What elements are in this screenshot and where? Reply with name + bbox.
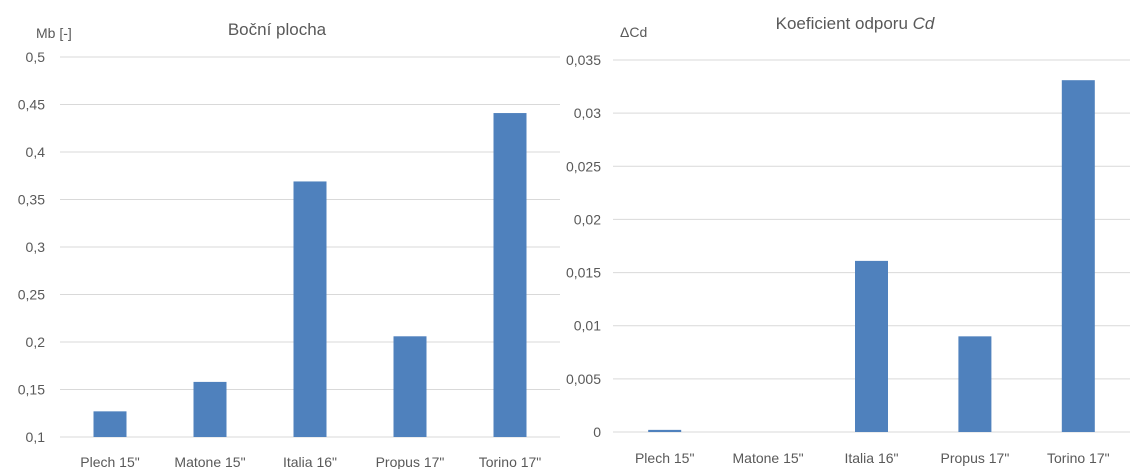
- bocni-plocha-category-label: Matone 15": [174, 454, 245, 469]
- bocni-plocha-title: Boční plocha: [228, 20, 327, 39]
- bocni-plocha-category-label: Torino 17": [479, 454, 542, 469]
- bocni-plocha-category-label: Propus 17": [376, 454, 445, 469]
- chart-koeficient-odporu-svg: 0 0,005 0,01 0,015 0,02 0,025 0,03 0,035 Plech 1…: [566, 0, 1132, 469]
- chart-bocni-plocha-svg: 0,1 0,15 0,2 0,25 0,3 0,35 0,4 0,45 0,5 Plech 15"…: [0, 0, 566, 469]
- bocni-plocha-bar: [494, 113, 527, 437]
- koeficient-odporu-category-label: Matone 15": [733, 450, 804, 466]
- koeficient-odporu-y-tick-label: 0,035: [566, 52, 601, 68]
- koeficient-odporu-bar: [648, 430, 681, 432]
- chart-koeficient-odporu: 0 0,005 0,01 0,015 0,02 0,025 0,03 0,035 Plech 1…: [566, 0, 1132, 469]
- bocni-plocha-y-tick-label: 0,35: [18, 192, 45, 208]
- koeficient-odporu-y-tick-label: 0,025: [566, 158, 601, 174]
- bocni-plocha-y-tick-label: 0,25: [18, 287, 45, 303]
- koeficient-odporu-y-tick-label: 0: [593, 424, 601, 440]
- koeficient-odporu-y-axis-label: ΔCd: [620, 24, 647, 40]
- bocni-plocha-category-label: Italia 16": [283, 454, 337, 469]
- koeficient-odporu-y-tick-label: 0,015: [566, 265, 601, 281]
- bocni-plocha-category-label: Plech 15": [80, 454, 139, 469]
- bocni-plocha-bar: [94, 411, 127, 437]
- koeficient-odporu-y-tick-label: 0,005: [566, 371, 601, 387]
- koeficient-odporu-category-label: Italia 16": [844, 450, 898, 466]
- bocni-plocha-y-axis-label: Mb [-]: [36, 25, 72, 41]
- bocni-plocha-y-tick-label: 0,15: [18, 382, 45, 398]
- bocni-plocha-y-tick-label: 0,45: [18, 97, 45, 113]
- chart-bocni-plocha: 0,1 0,15 0,2 0,25 0,3 0,35 0,4 0,45 0,5 Plech 15"…: [0, 0, 566, 469]
- bocni-plocha-y-tick-label: 0,1: [26, 429, 46, 445]
- bocni-plocha-y-tick-label: 0,5: [26, 49, 46, 65]
- koeficient-odporu-y-tick-label: 0,03: [574, 105, 601, 121]
- koeficient-odporu-category-label: Torino 17": [1047, 450, 1110, 466]
- bocni-plocha-bar: [194, 382, 227, 437]
- koeficient-odporu-title: Koeficient odporu Cd: [776, 14, 935, 33]
- koeficient-odporu-y-tick-label: 0,01: [574, 318, 601, 334]
- bocni-plocha-y-tick-label: 0,2: [26, 334, 46, 350]
- bocni-plocha-bar: [394, 336, 427, 437]
- koeficient-odporu-category-label: Plech 15": [635, 450, 694, 466]
- koeficient-odporu-bar: [958, 336, 991, 432]
- koeficient-odporu-bar: [855, 261, 888, 432]
- bocni-plocha-y-tick-label: 0,3: [26, 239, 46, 255]
- koeficient-odporu-y-tick-label: 0,02: [574, 211, 601, 227]
- koeficient-odporu-category-label: Propus 17": [941, 450, 1010, 466]
- bocni-plocha-bar: [294, 181, 327, 437]
- bocni-plocha-y-tick-label: 0,4: [26, 144, 46, 160]
- koeficient-odporu-bar: [1062, 80, 1095, 432]
